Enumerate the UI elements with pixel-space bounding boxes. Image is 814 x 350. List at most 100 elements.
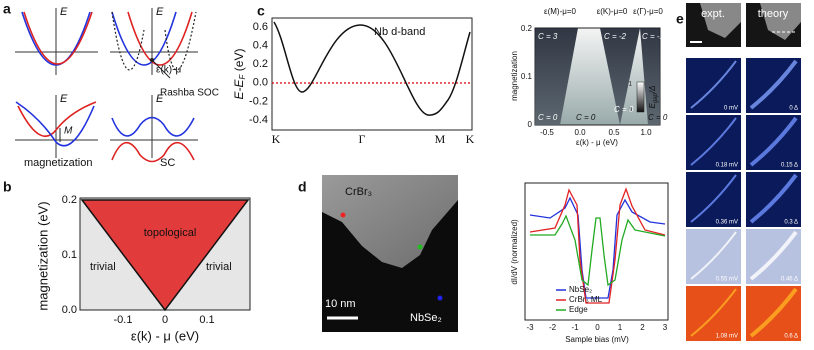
energy-label: 0.36 mV xyxy=(716,220,738,226)
y-tick-label: 0.2 xyxy=(62,194,77,206)
y-axis-label-part: F xyxy=(238,73,247,79)
marker xyxy=(417,244,423,250)
energy-label: 0.6 Δ xyxy=(784,334,798,340)
annotation: magnetization xyxy=(24,157,93,169)
x-tick-label: -1 xyxy=(571,323,579,332)
y-axis-label: E-EF (eV) xyxy=(232,49,247,100)
band xyxy=(17,101,97,138)
top-label: ε(M)-μ=0 xyxy=(544,7,577,16)
edge-feature xyxy=(690,288,737,337)
y-tick-label: 0.2 xyxy=(253,58,268,70)
energy-label: 0.18 mV xyxy=(716,163,738,169)
band xyxy=(111,11,145,71)
marker xyxy=(150,58,154,62)
x-tick-label: 0.0 xyxy=(574,128,586,137)
x-tick-label: Γ xyxy=(359,132,366,146)
annotation: Nb d-band xyxy=(374,26,425,38)
legend-label: Edge xyxy=(569,305,588,314)
chern-label: C = 0 xyxy=(538,113,558,122)
axis-label: E xyxy=(156,6,164,18)
chern-label: C = -1 xyxy=(642,32,664,41)
top-label: ε(Γ)-μ=0 xyxy=(633,7,663,16)
band xyxy=(15,101,95,147)
panel-a xyxy=(15,8,198,163)
band xyxy=(164,11,197,71)
marker xyxy=(437,295,443,301)
x-tick-label: 0.5 xyxy=(608,128,620,137)
edge-feature xyxy=(690,60,737,109)
energy-label: 0 mV xyxy=(724,106,738,112)
legend-label: NbSe₂ xyxy=(569,285,592,294)
map-rows: 0 mV 0 Δ 0.18 mV 0.15 Δ 0.36 mV 0.3 Δ 0.55 mV 0… xyxy=(686,58,801,341)
y-axis-label-part: (eV) xyxy=(232,49,246,75)
region-label: topological xyxy=(144,227,197,239)
colorbar-tick: 1 xyxy=(629,82,633,88)
marker xyxy=(340,212,346,218)
gap-region xyxy=(640,28,660,125)
arrow xyxy=(151,59,171,79)
x-axis-label: ε(k) - μ (eV) xyxy=(576,138,618,147)
y-axis-label: magnetization (eV) xyxy=(35,201,50,310)
x-tick-label: M xyxy=(435,132,446,146)
topological-region xyxy=(80,199,250,312)
x-tick-label: 3 xyxy=(663,323,668,332)
y-tick-label: 0.0 xyxy=(62,304,77,316)
y-tick-label: 0.4 xyxy=(253,40,268,52)
colorbar-label-part: E xyxy=(648,102,657,108)
x-tick-label: 1.0 xyxy=(640,128,652,137)
energy-label: 0.3 Δ xyxy=(784,220,798,226)
band xyxy=(111,116,195,137)
band xyxy=(21,11,91,66)
axis-label: E xyxy=(156,93,164,105)
colorbar xyxy=(636,81,645,113)
y-tick-label: 0.2 xyxy=(521,24,533,33)
annotation: ε(k)-μ xyxy=(156,65,181,76)
energy-label: 0 Δ xyxy=(789,106,798,112)
band-curve xyxy=(273,21,471,116)
x-tick-label: 1 xyxy=(618,323,623,332)
image-label: CrBr₃ xyxy=(345,186,372,198)
x-tick-label: -3 xyxy=(526,323,534,332)
band xyxy=(23,11,93,65)
x-tick-label: 0 xyxy=(162,314,168,326)
column-header: theory xyxy=(758,8,789,20)
x-tick-label: -2 xyxy=(549,323,557,332)
chern-label: C = 3 xyxy=(538,32,558,41)
colorbar-label-part: gap xyxy=(653,92,659,103)
edge-feature xyxy=(749,59,798,110)
region-label: trivial xyxy=(206,261,232,273)
panel-label: c xyxy=(257,3,265,19)
energy-label: 0.46 Δ xyxy=(781,277,798,283)
island xyxy=(700,3,741,38)
panel-label: e xyxy=(676,11,684,27)
island xyxy=(760,3,801,40)
y-axis-label-part: E-E xyxy=(232,78,246,99)
annotation: SC xyxy=(160,157,175,169)
column-header: expt. xyxy=(701,8,725,20)
edge-feature xyxy=(749,230,798,281)
top-label: ε(K)-μ=0 xyxy=(597,7,628,16)
edge-feature xyxy=(749,173,798,224)
edge-feature xyxy=(749,116,798,167)
colorbar-label: Egap/Δ xyxy=(648,86,658,109)
panel-label: d xyxy=(298,179,307,195)
gap-region xyxy=(535,28,578,125)
colorbar-label-part: /Δ xyxy=(648,86,657,95)
band xyxy=(127,11,193,66)
x-tick-label: K xyxy=(466,132,475,146)
y-tick-label: 0.1 xyxy=(62,249,77,261)
annotation: Rashba SOC xyxy=(160,88,219,99)
panel-label: b xyxy=(3,179,12,195)
x-tick-label: -0.5 xyxy=(540,128,554,137)
edge-feature xyxy=(749,287,798,338)
x-tick-label: -0.1 xyxy=(114,314,133,326)
y-axis-label: dI/dV (normalized) xyxy=(510,219,519,285)
gap-region xyxy=(600,28,640,125)
axis-label: E xyxy=(60,6,68,18)
x-tick-label: 0.1 xyxy=(199,314,214,326)
chern-label: C = 0 xyxy=(576,113,596,122)
image-label: 10 nm xyxy=(325,298,356,310)
energy-label: 0.55 mV xyxy=(716,277,738,283)
y-tick-label: -0.4 xyxy=(249,114,268,126)
y-axis-label: magnetization xyxy=(510,51,519,101)
